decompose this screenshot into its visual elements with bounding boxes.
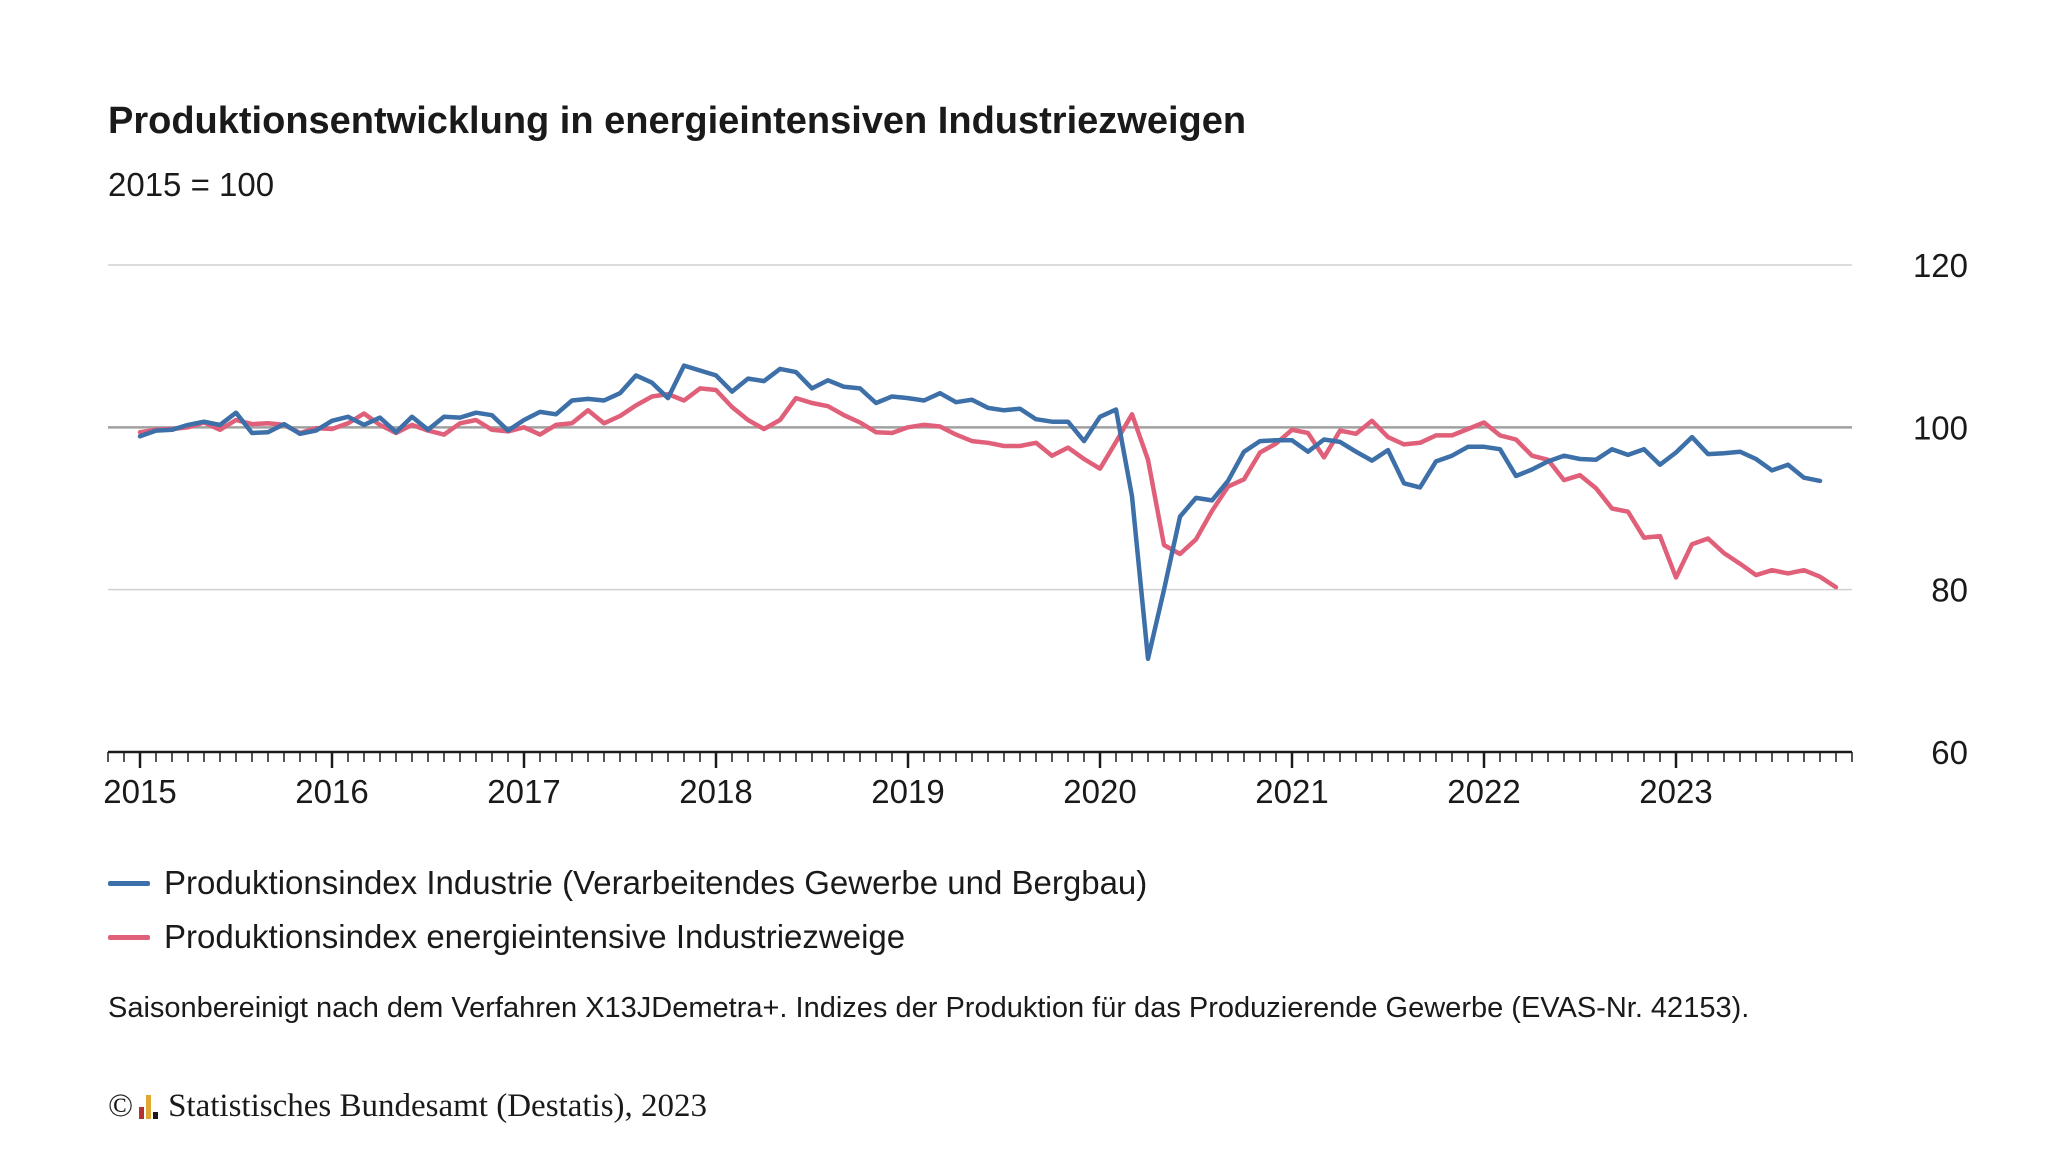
source-footer: © Statistisches Bundesamt (Destatis), 20…	[108, 1088, 707, 1125]
legend-swatch-industry	[108, 880, 150, 886]
logo-bar-dark	[153, 1111, 159, 1119]
y-tick-label: 120	[1913, 247, 1968, 284]
y-tick-label: 60	[1931, 734, 1968, 771]
legend-item-industry[interactable]: Produktionsindex Industrie (Verarbeitend…	[108, 856, 1147, 910]
legend-swatch-energy	[108, 934, 150, 940]
x-tick-label: 2019	[871, 773, 944, 810]
x-tick-label: 2021	[1255, 773, 1328, 810]
legend: Produktionsindex Industrie (Verarbeitend…	[108, 856, 1147, 964]
x-tick-label: 2022	[1447, 773, 1520, 810]
source-text: Statistisches Bundesamt (Destatis), 2023	[168, 1088, 708, 1124]
x-tick-label: 2020	[1063, 773, 1136, 810]
x-tick-label: 2023	[1639, 773, 1712, 810]
logo-bar-yellow	[146, 1094, 152, 1119]
chart-title: Produktionsentwicklung in energieintensi…	[108, 100, 1247, 142]
legend-label-industry: Produktionsindex Industrie (Verarbeitend…	[164, 864, 1148, 901]
x-tick-label: 2018	[679, 773, 752, 810]
x-tick-label: 2017	[487, 773, 560, 810]
chart-subtitle: 2015 = 100	[108, 166, 275, 203]
logo-bar-red	[139, 1106, 145, 1119]
legend-item-energy[interactable]: Produktionsindex energieintensive Indust…	[108, 910, 1147, 964]
line-chart: 2015 2016 2017 2018 2019 2020 2021 2022 2023 60 8…	[103, 247, 1968, 810]
destatis-logo-icon	[139, 1094, 160, 1119]
methodology-note: Saisonbereinigt nach dem Verfahren X13JD…	[108, 992, 1750, 1024]
x-axis: 2015 2016 2017 2018 2019 2020 2021 2022 2023	[103, 750, 1853, 810]
y-tick-label: 80	[1931, 572, 1968, 609]
series-line-energy[interactable]	[137, 386, 1839, 590]
gridlines	[108, 264, 1852, 591]
legend-label-energy: Produktionsindex energieintensive Indust…	[164, 918, 906, 955]
series-lines	[137, 363, 1839, 661]
copyright-symbol: ©	[108, 1088, 134, 1124]
x-tick-label: 2016	[295, 773, 368, 810]
y-axis: 60 80 100 120	[1913, 247, 1968, 771]
series-line-industry[interactable]	[137, 363, 1823, 661]
y-tick-label: 100	[1913, 409, 1968, 446]
x-tick-label: 2015	[103, 773, 176, 810]
